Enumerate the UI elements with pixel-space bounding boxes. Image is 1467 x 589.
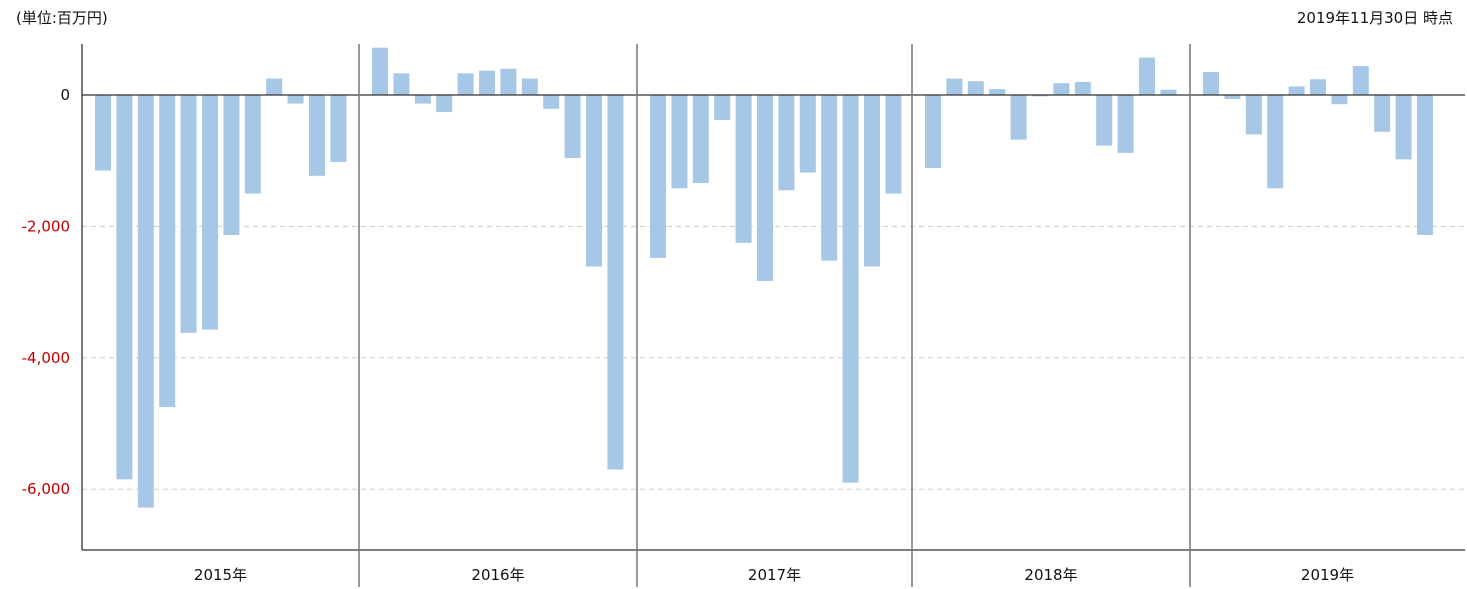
bar	[1074, 81, 1091, 95]
bar	[1267, 95, 1284, 189]
bar	[330, 95, 347, 163]
bar	[1053, 83, 1070, 95]
bar	[967, 81, 984, 95]
bar	[946, 78, 963, 95]
y-tick-label: -6,000	[22, 480, 70, 498]
bar	[436, 95, 453, 113]
bar	[223, 95, 240, 235]
x-tick-label: 2019年	[1301, 566, 1354, 584]
bar	[607, 95, 624, 470]
bar	[414, 95, 431, 104]
x-tick-label: 2015年	[194, 566, 247, 584]
bar	[864, 95, 880, 267]
as-of-date-label: 2019年11月30日 時点	[1296, 9, 1453, 27]
bar	[1331, 95, 1348, 105]
bar	[714, 95, 731, 120]
bar	[457, 73, 474, 95]
bar	[500, 68, 517, 95]
bar	[479, 70, 495, 95]
unit-label: (単位:百万円)	[16, 9, 108, 27]
bar	[1310, 79, 1326, 95]
y-tick-label: 0	[60, 86, 70, 104]
bar	[821, 95, 838, 261]
bar	[1224, 95, 1241, 99]
bar	[244, 95, 261, 194]
bar	[778, 95, 795, 191]
bar	[137, 95, 154, 508]
bar	[586, 95, 602, 267]
x-tick-label: 2017年	[748, 566, 801, 584]
bar	[202, 95, 218, 330]
bar	[393, 73, 410, 95]
bar	[1352, 66, 1369, 95]
bar	[1096, 95, 1113, 146]
bar	[1117, 95, 1134, 153]
bar	[1288, 86, 1305, 95]
bar	[989, 89, 1006, 95]
bar	[1374, 95, 1391, 132]
bar	[1032, 95, 1048, 97]
bar	[757, 95, 773, 281]
y-tick-label: -4,000	[22, 349, 70, 367]
bar	[180, 95, 197, 333]
bar	[1010, 95, 1027, 140]
x-tick-label: 2016年	[471, 566, 524, 584]
bar	[95, 95, 111, 171]
bar	[842, 95, 859, 483]
bar	[287, 95, 304, 104]
bar	[692, 95, 709, 184]
bar	[1395, 95, 1412, 160]
bar	[564, 95, 581, 159]
bar	[159, 95, 176, 408]
bar	[1203, 72, 1219, 95]
bar	[925, 95, 941, 168]
bar	[116, 95, 133, 480]
bar	[309, 95, 325, 176]
bar	[1160, 89, 1177, 95]
bar	[885, 95, 902, 194]
bar	[1417, 95, 1433, 235]
y-tick-label: -2,000	[22, 217, 70, 235]
bar	[735, 95, 752, 243]
bar	[1245, 95, 1262, 135]
bar	[372, 47, 388, 95]
bar	[1139, 57, 1155, 95]
bar	[266, 78, 283, 95]
bar	[543, 95, 560, 109]
bar	[799, 95, 816, 173]
bar	[671, 95, 688, 189]
x-tick-label: 2018年	[1024, 566, 1077, 584]
bar	[650, 95, 666, 258]
bar	[521, 78, 538, 95]
